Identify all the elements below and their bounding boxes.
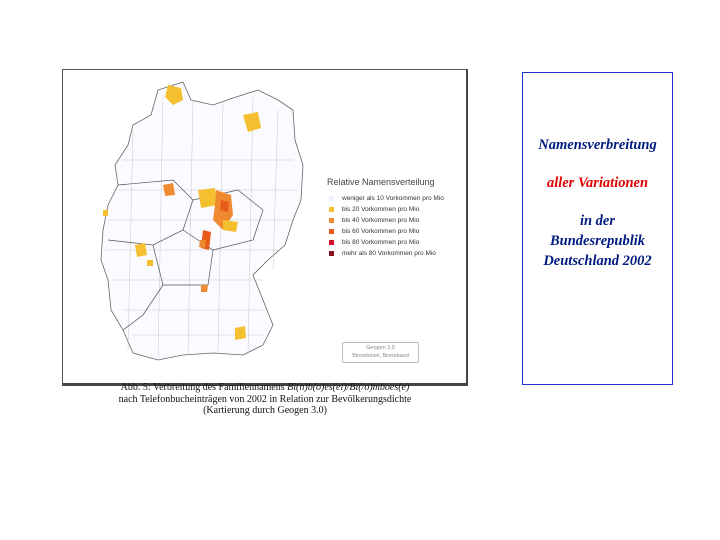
credit-line: Geogen 3.0 (366, 345, 395, 351)
legend-label: bis 40 Vorkommen pro Mio (342, 217, 420, 224)
map-figure: Relative Namensverteilung weniger als 10… (62, 69, 468, 386)
side-title: Namensverbreitung (538, 137, 657, 153)
legend-swatch (329, 240, 334, 245)
legend-label: bis 80 Vorkommen pro Mio (342, 239, 420, 246)
legend-item: bis 80 Vorkommen pro Mio (327, 237, 444, 248)
legend-swatch (329, 229, 334, 234)
legend-swatch (329, 251, 334, 256)
caption-line: nach Telefonbucheinträgen von 2002 in Re… (118, 393, 412, 405)
side-subtitle: aller Variationen (546, 175, 649, 191)
legend-item: weniger als 10 Vorkommen pro Mio (327, 193, 444, 204)
caption-surname: Bi(n)b(o)es(el)/Bi(/o)mboes(e) (287, 382, 410, 393)
legend-swatch (329, 207, 334, 212)
side-panel: Namensverbreitung aller Variationen in d… (522, 72, 673, 385)
legend-label: mehr als 80 Vorkommen pro Mio (342, 250, 436, 257)
side-text: Deutschland 2002 (543, 253, 652, 269)
legend-label: bis 60 Vorkommen pro Mio (342, 228, 420, 235)
legend-item: mehr als 80 Vorkommen pro Mio (327, 248, 444, 259)
district-borders (105, 94, 298, 361)
legend-swatch (329, 218, 334, 223)
legend-swatch (329, 196, 334, 201)
germany-map (100, 81, 304, 361)
caption-prefix: Abb. 5: Verbreitung des Familiennamens (120, 382, 288, 393)
map-credit-box: Geogen 3.0 Binnebösel, Binnebaud (342, 342, 419, 363)
map-legend: Relative Namensverteilung weniger als 10… (327, 177, 444, 259)
legend-item: bis 60 Vorkommen pro Mio (327, 226, 444, 237)
legend-label: bis 20 Vorkommen pro Mio (342, 206, 420, 213)
legend-item: bis 20 Vorkommen pro Mio (327, 204, 444, 215)
figure-caption: Abb. 5: Verbreitung des Familiennamens B… (100, 382, 430, 417)
legend-title: Relative Namensverteilung (327, 177, 435, 187)
colored-districts (103, 85, 261, 340)
credit-line: Binnebösel, Binnebaud (352, 353, 409, 359)
germany-outline (100, 81, 304, 361)
side-text: in der (579, 213, 616, 229)
caption-line: (Kartierung durch Geogen 3.0) (203, 405, 327, 416)
legend-item: bis 40 Vorkommen pro Mio (327, 215, 444, 226)
legend-label: weniger als 10 Vorkommen pro Mio (342, 195, 444, 202)
side-text: Bundesrepublik (549, 233, 646, 249)
